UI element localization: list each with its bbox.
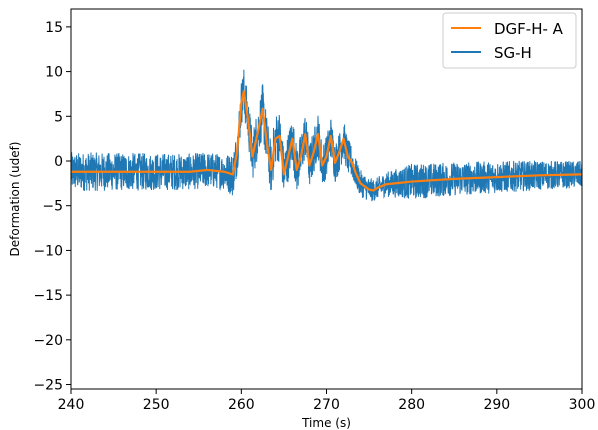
x-tick-label: 270 — [313, 397, 340, 413]
y-tick-label: −20 — [33, 333, 63, 349]
x-axis: 240 250 260 270 280 290 300 — [58, 389, 596, 413]
x-tick-label: 250 — [143, 397, 170, 413]
y-tick-label: 0 — [54, 154, 63, 170]
y-tick-label: −10 — [33, 243, 63, 259]
y-tick-label: 10 — [45, 65, 63, 81]
legend-label-sg-h: SG-H — [494, 44, 532, 62]
series-line-sg-h — [71, 69, 582, 202]
y-tick-label: 15 — [45, 20, 63, 36]
x-tick-label: 300 — [569, 397, 596, 413]
y-tick-label: 5 — [54, 109, 63, 125]
x-tick-label: 290 — [483, 397, 510, 413]
y-axis-label: Deformation (udef) — [8, 142, 22, 257]
legend-label-dgf-h-a: DGF-H- A — [494, 20, 564, 38]
series-line-dgf-h-a — [71, 90, 582, 192]
x-axis-label: Time (s) — [301, 416, 351, 430]
y-tick-label: −15 — [33, 288, 63, 304]
plot-area — [71, 69, 582, 202]
x-tick-label: 260 — [228, 397, 255, 413]
y-tick-label: −25 — [33, 378, 63, 394]
legend-box — [442, 12, 577, 69]
legend: DGF-H- A SG-H — [442, 12, 577, 69]
x-tick-label: 240 — [58, 397, 85, 413]
y-axis: −25 −20 −15 −10 −5 0 5 10 15 — [33, 20, 71, 394]
x-tick-label: 280 — [398, 397, 425, 413]
y-tick-label: −5 — [42, 199, 63, 215]
